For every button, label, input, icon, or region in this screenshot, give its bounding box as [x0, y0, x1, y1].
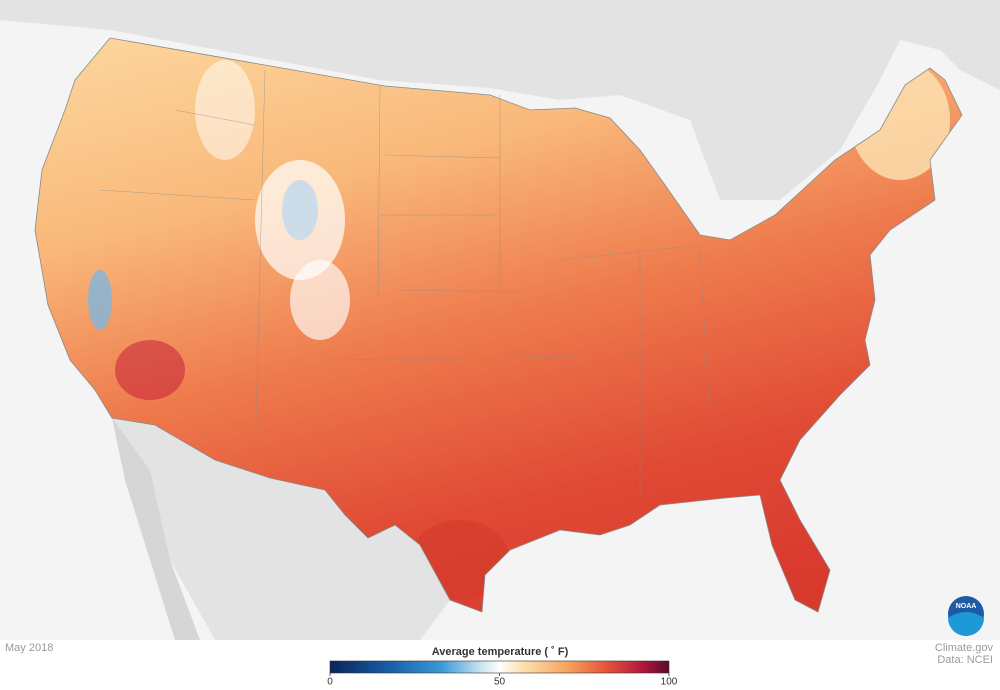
cold-sierra	[88, 270, 112, 330]
logo-text: NOAA	[956, 603, 977, 610]
legend-title: Average temperature ( ˚ F)	[432, 646, 569, 658]
state-borders	[99, 69, 711, 500]
credit-source: Data: NCEI	[937, 654, 993, 666]
baja	[112, 418, 200, 640]
canada	[0, 0, 1000, 200]
tick-label: 50	[494, 677, 506, 688]
color-bar	[329, 660, 670, 674]
color-legend: 0 50 100	[327, 660, 678, 688]
tick-label: 100	[661, 677, 678, 688]
date-label: May 2018	[5, 642, 53, 654]
cold-rockies	[282, 180, 318, 240]
cool-colorado	[290, 260, 350, 340]
credit-site: Climate.gov	[935, 642, 994, 654]
noaa-logo-wave	[948, 612, 984, 636]
tick-label: 0	[327, 677, 333, 688]
mexico	[112, 418, 450, 640]
hot-desert	[115, 340, 185, 400]
cool-idaho	[195, 60, 255, 160]
